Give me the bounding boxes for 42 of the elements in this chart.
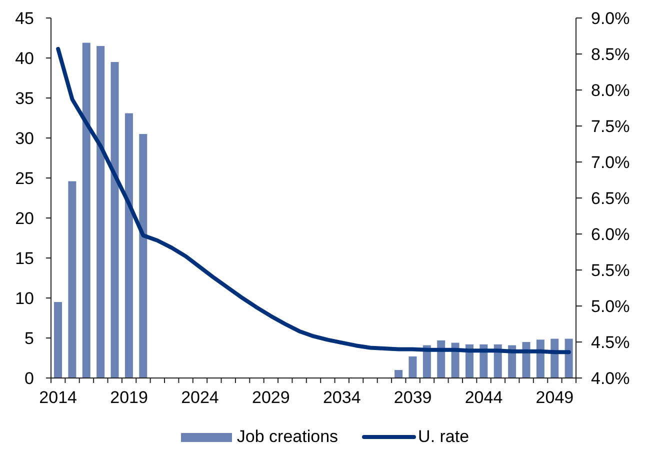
x-tick-label: 2029 [252,388,290,407]
x-tick-label: 2049 [536,388,574,407]
y2-tick-label: 7.5% [591,117,630,136]
y-tick-label: 45 [15,9,34,28]
bar [82,42,90,378]
bar [124,113,133,378]
legend-label: U. rate [418,427,470,447]
y2-tick-label: 8.0% [591,81,630,100]
y2-tick-label: 6.5% [591,189,630,208]
y2-tick-label: 6.0% [591,225,630,244]
legend-label: Job creations [236,427,338,447]
y-tick-label: 25 [15,169,34,188]
bar [564,338,573,378]
bar [68,181,76,378]
y-tick-label: 10 [15,289,34,308]
y-tick-label: 5 [24,329,34,348]
bar [394,370,403,378]
y2-tick-label: 7.0% [591,153,630,172]
x-tick-label: 2039 [394,388,432,407]
y-tick-label: 15 [15,249,34,268]
x-tick-label: 2024 [181,388,219,407]
y-tick-label: 20 [15,209,34,228]
bar [96,46,105,378]
y2-tick-label: 4.5% [591,333,630,352]
bar [408,356,417,378]
y-tick-label: 0 [24,369,34,388]
y2-tick-label: 5.5% [591,261,630,280]
y2-tick-label: 5.0% [591,297,630,316]
x-tick-label: 2044 [464,388,503,407]
bar [110,62,119,378]
y-tick-label: 35 [15,89,34,108]
bar [54,302,62,378]
y-tick-label: 40 [15,49,34,68]
y2-tick-label: 4.0% [591,369,630,388]
x-tick-label: 2034 [322,388,361,407]
x-tick-label: 2014 [39,388,78,407]
y-tick-label: 30 [15,129,34,148]
x-tick-label: 2019 [110,388,148,407]
bar [139,134,148,378]
line-series [56,46,571,354]
y2-tick-label: 9.0% [591,9,630,28]
y2-tick-label: 8.5% [591,45,630,64]
